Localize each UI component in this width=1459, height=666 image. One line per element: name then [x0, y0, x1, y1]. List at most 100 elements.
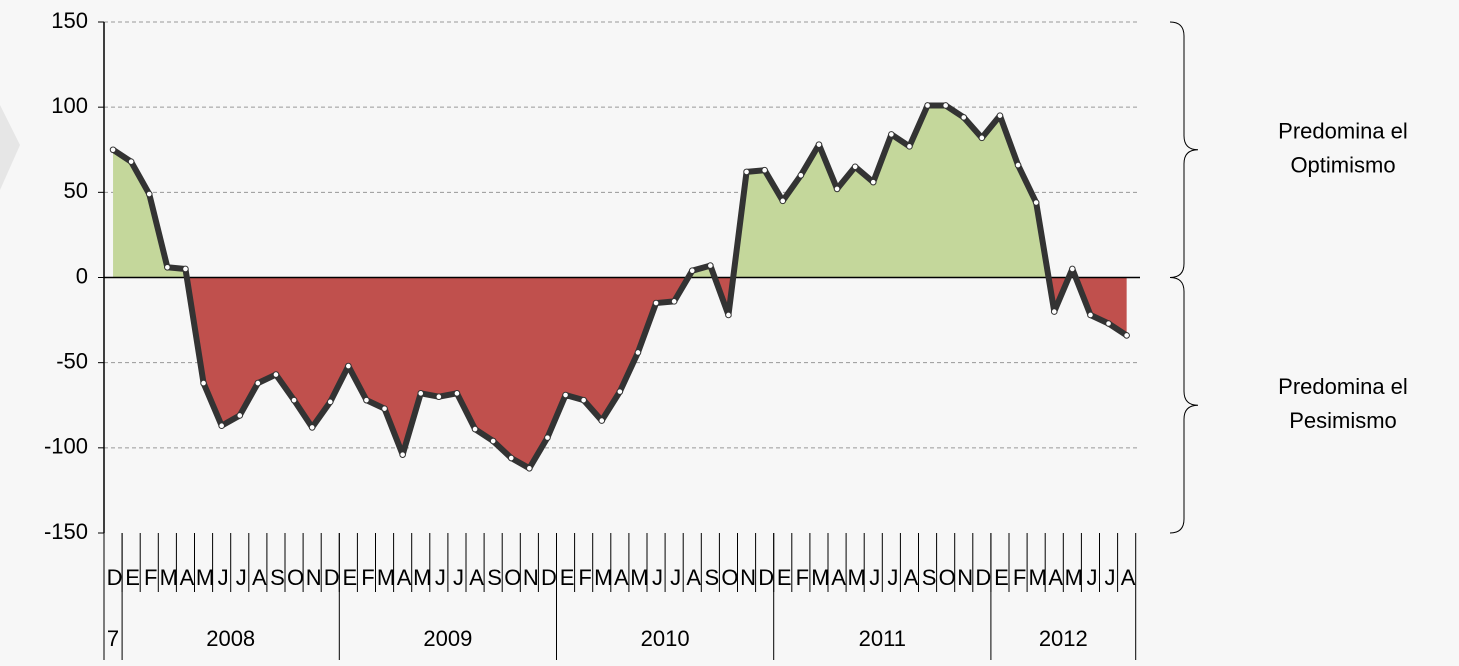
x-tick-label: E	[343, 565, 357, 590]
point	[345, 362, 352, 370]
x-tick-label: J	[887, 565, 897, 590]
x-tick-label: N	[523, 565, 538, 590]
x-tick-label: A	[1048, 565, 1063, 590]
year-label: 2008	[206, 626, 255, 651]
point	[236, 412, 244, 419]
x-tick-label: O	[287, 565, 304, 590]
point	[761, 166, 768, 174]
x-tick-label: A	[831, 565, 846, 590]
point	[326, 398, 334, 406]
point	[272, 371, 280, 378]
year-label: 2012	[1039, 626, 1088, 651]
point	[471, 425, 479, 433]
decoration	[0, 105, 20, 190]
point	[797, 172, 805, 179]
x-tick-label: J	[236, 565, 246, 590]
x-tick-label: O	[721, 565, 738, 590]
x-tick-label: D	[541, 565, 556, 590]
x-tick-label: J	[453, 565, 463, 590]
brace	[1169, 277, 1199, 534]
point	[978, 134, 986, 142]
point	[290, 396, 298, 404]
y-tick-label: -100	[44, 434, 88, 459]
point	[1069, 265, 1076, 273]
x-tick-label: F	[144, 565, 157, 590]
x-tick-label: J	[435, 565, 445, 590]
brace	[1169, 21, 1199, 278]
x-tick-label: A	[614, 565, 629, 590]
annotation: Pesimismo	[1289, 408, 1397, 433]
point	[1087, 311, 1094, 319]
y-tick-label: -50	[56, 348, 88, 373]
point	[182, 265, 189, 273]
x-tick-label: E	[125, 565, 139, 590]
point	[996, 112, 1004, 119]
x-tick-label: M	[847, 565, 864, 590]
area-negative	[113, 277, 1127, 469]
x-tick-label: M	[413, 565, 430, 590]
point	[200, 379, 207, 387]
point	[652, 299, 660, 307]
y-tick-label: 50	[64, 178, 88, 203]
x-tick-label: M	[196, 565, 213, 590]
x-tick-label: E	[994, 565, 1008, 590]
x-tick-label: A	[252, 565, 267, 590]
point	[1123, 332, 1130, 339]
y-tick-label: 100	[51, 93, 88, 118]
y-tick-label: 0	[76, 263, 88, 288]
point	[164, 263, 171, 271]
x-tick-label: J	[1105, 565, 1115, 590]
point	[417, 390, 425, 397]
x-tick-label: M	[377, 565, 394, 590]
point	[670, 298, 678, 305]
x-tick-label: M	[594, 565, 611, 590]
point	[634, 349, 642, 356]
x-tick-label: E	[560, 565, 574, 590]
x-tick-label: A	[180, 565, 195, 590]
point	[888, 131, 895, 138]
point	[833, 185, 841, 193]
x-tick-label: J	[1086, 565, 1096, 590]
point	[942, 102, 949, 109]
point	[616, 388, 624, 395]
point	[562, 391, 569, 399]
x-tick-label: M	[160, 565, 177, 590]
point	[1105, 320, 1112, 327]
point	[725, 311, 732, 319]
x-tick-label: D	[107, 565, 122, 590]
x-tick-label: M	[1065, 565, 1082, 590]
point	[851, 163, 859, 171]
x-tick-label: J	[869, 565, 879, 590]
point	[489, 437, 497, 445]
point	[109, 146, 117, 154]
point	[544, 434, 551, 441]
point	[127, 158, 135, 165]
point	[743, 168, 750, 176]
point	[707, 262, 714, 269]
x-tick-label: M	[630, 565, 647, 590]
point	[815, 141, 823, 148]
x-tick-label: F	[578, 565, 591, 590]
x-tick-label: N	[306, 565, 321, 590]
year-label: 2009	[423, 626, 472, 651]
x-tick-label: A	[397, 565, 412, 590]
x-tick-label: A	[686, 565, 701, 590]
area-positive	[113, 105, 1127, 278]
x-tick-label: S	[270, 565, 284, 590]
point	[960, 114, 968, 121]
x-tick-label: D	[758, 565, 773, 590]
x-tick-label: S	[705, 565, 719, 590]
point	[598, 417, 606, 424]
point	[779, 197, 787, 205]
point	[453, 390, 461, 397]
point	[580, 396, 587, 404]
x-tick-label: F	[796, 565, 809, 590]
x-tick-label: M	[811, 565, 828, 590]
x-tick-label: A	[904, 565, 919, 590]
point	[526, 464, 533, 472]
point	[435, 393, 443, 401]
x-tick-label: J	[670, 565, 680, 590]
x-tick-label: A	[1121, 565, 1136, 590]
x-tick-label: E	[777, 565, 791, 590]
point	[507, 454, 515, 462]
